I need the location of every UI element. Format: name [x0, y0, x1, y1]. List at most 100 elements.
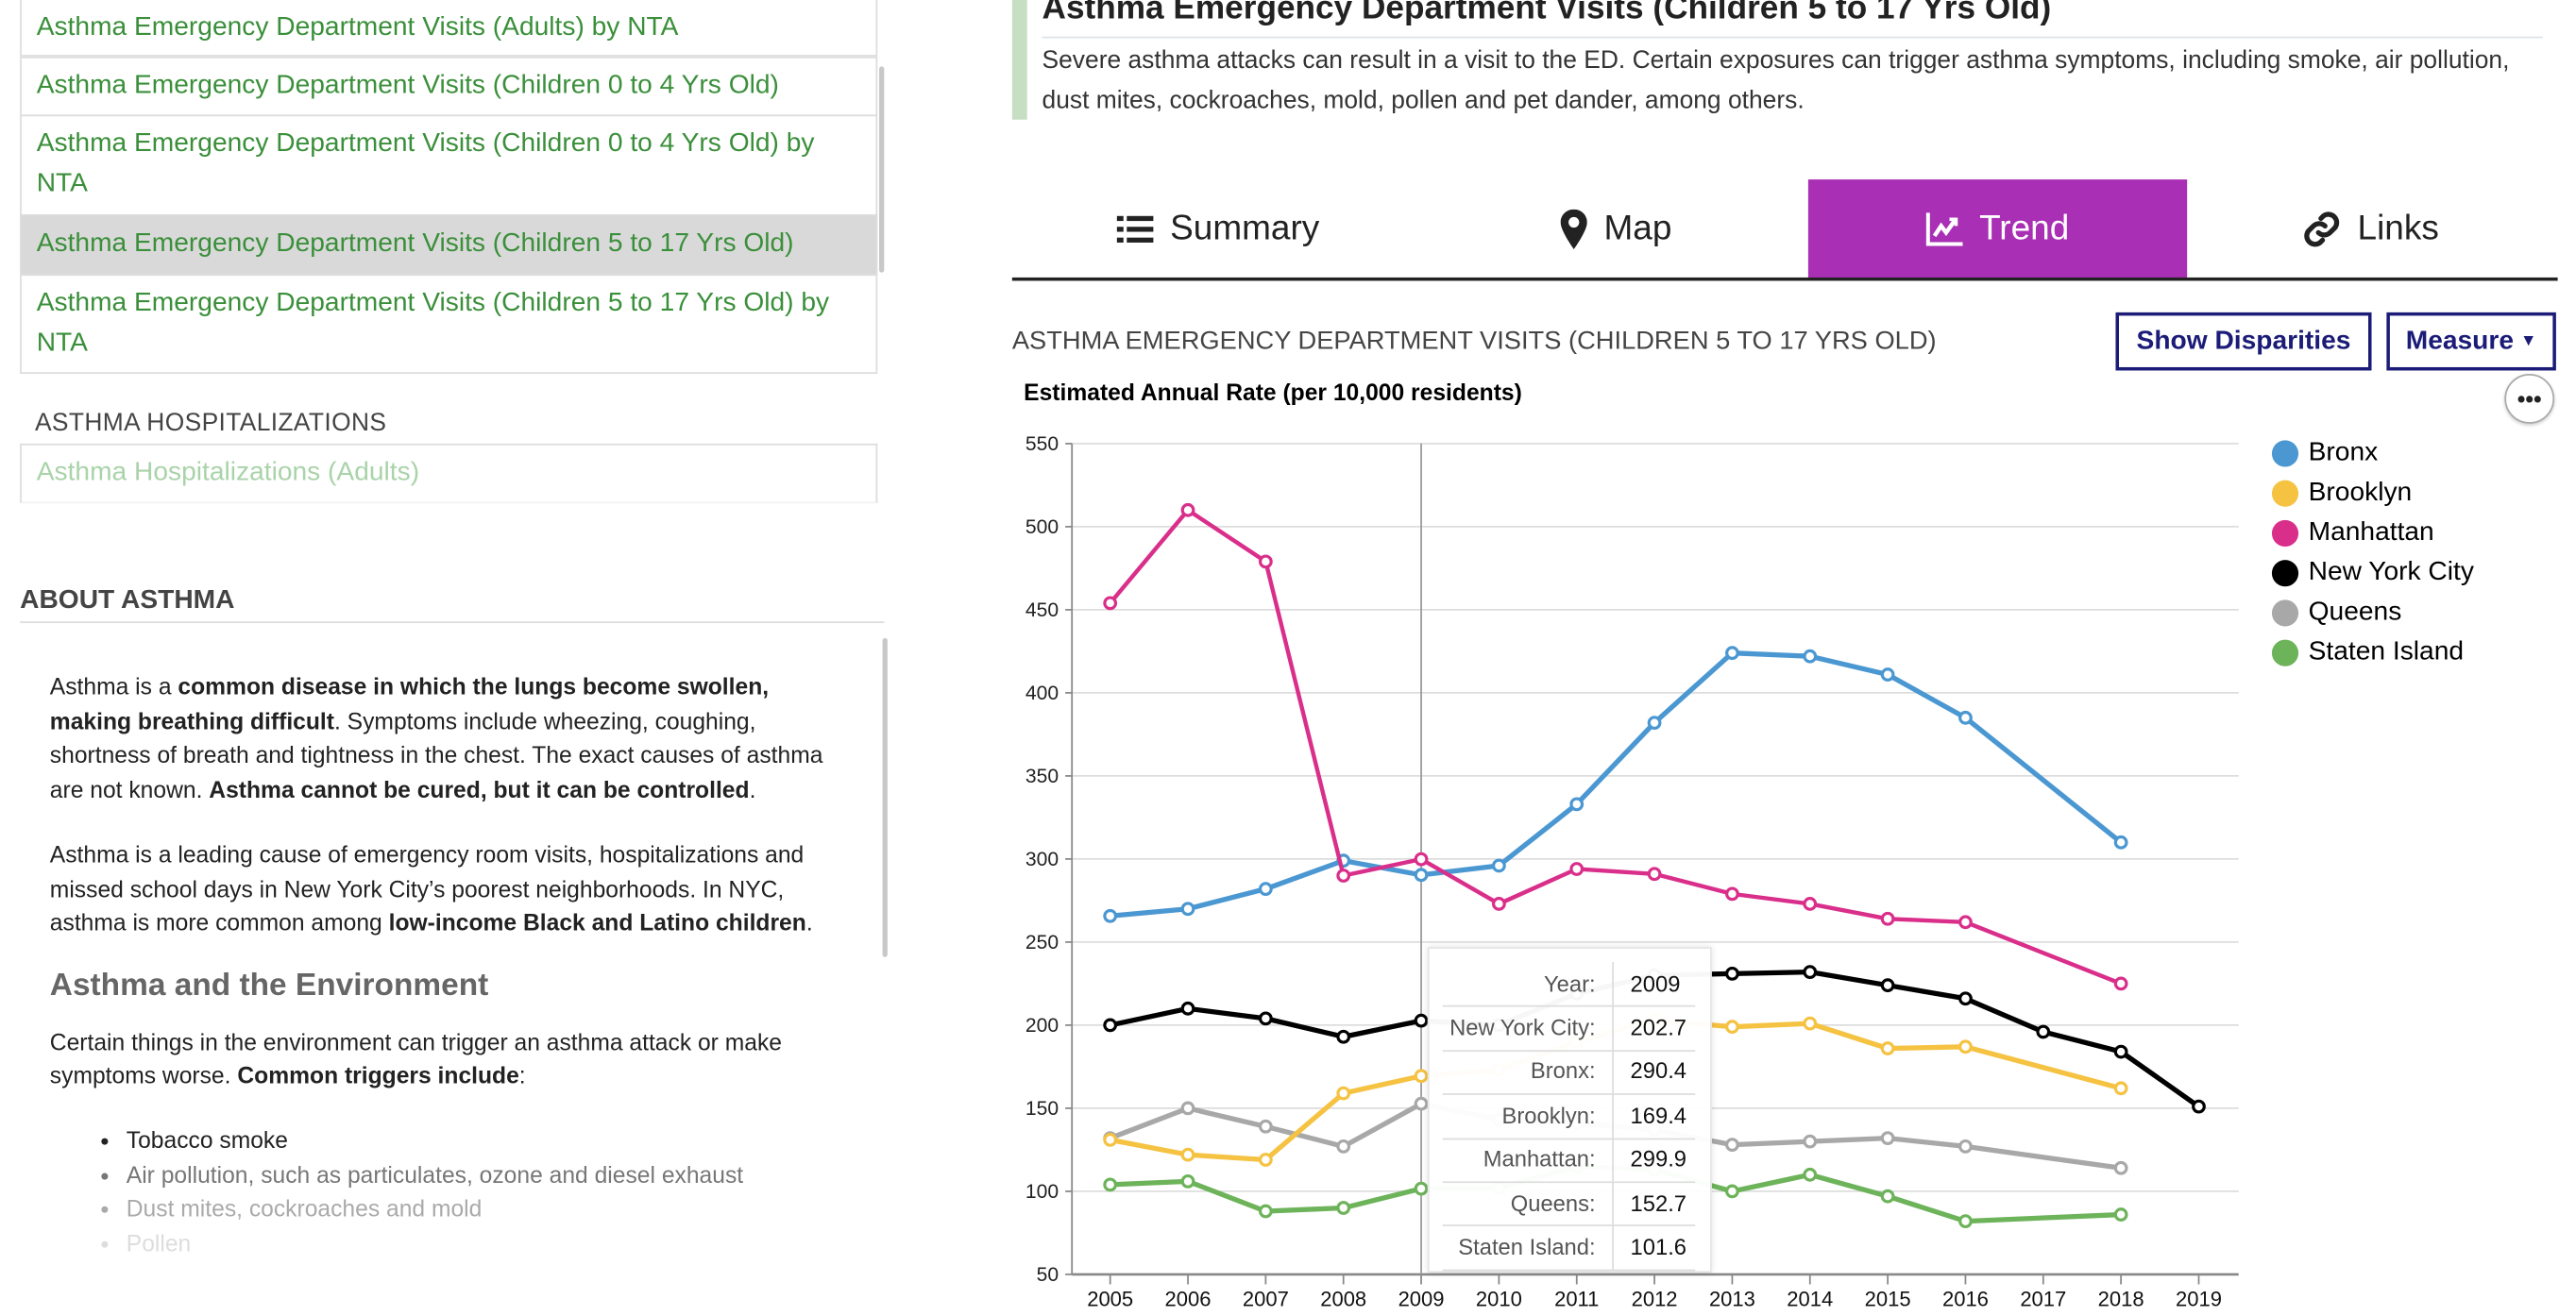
about-subheading: Asthma and the Environment: [49, 968, 489, 1004]
bold-text: common disease in which the lungs become…: [49, 672, 770, 734]
trigger-item: Air pollution, such as particulates, ozo…: [127, 1157, 848, 1191]
data-point: [1103, 1132, 1118, 1147]
y-tick-label: 300: [1025, 849, 1059, 870]
legend-swatch: [2271, 440, 2299, 467]
data-point: [1103, 908, 1118, 923]
sidebar-item-selected[interactable]: Asthma Emergency Department Visits (Chil…: [20, 214, 878, 277]
sidebar-item[interactable]: Asthma Emergency Department Visits (Adul…: [20, 0, 878, 57]
x-tick-label: 2008: [1320, 1287, 1366, 1310]
sidebar-item[interactable]: Asthma Emergency Department Visits (Chil…: [20, 274, 878, 374]
line-chart-icon: [1925, 212, 1963, 246]
caret-down-icon: ▼: [2520, 332, 2537, 351]
tooltip-value: 152.7: [1630, 1190, 1687, 1216]
legend-item[interactable]: New York City: [2271, 558, 2474, 588]
about-scrollbar[interactable]: [882, 637, 888, 957]
divider: [1042, 36, 2543, 39]
data-point: [1336, 869, 1351, 883]
series-line-manhattan: [1108, 508, 2122, 986]
tab-links[interactable]: Links: [2187, 179, 2556, 279]
tab-label: Trend: [1979, 209, 2070, 248]
legend-item[interactable]: Bronx: [2271, 438, 2379, 469]
x-tick-label: 2013: [1709, 1287, 1755, 1310]
data-point: [1336, 1139, 1351, 1154]
data-point: [1336, 1086, 1351, 1101]
y-axis-label: Estimated Annual Rate (per 10,000 reside…: [1024, 379, 1522, 406]
tooltip-row: Manhattan: 299.9: [1442, 1137, 1696, 1184]
data-point: [1803, 965, 1818, 979]
x-tick-label: 2007: [1243, 1287, 1289, 1310]
tooltip-value: 202.7: [1630, 1015, 1687, 1040]
legend-item[interactable]: Manhattan: [2271, 518, 2434, 548]
data-point: [1803, 649, 1818, 664]
about-heading: ABOUT ASTHMA: [20, 586, 235, 616]
sidebar-scrollbar[interactable]: [879, 66, 885, 273]
data-point: [1414, 852, 1429, 867]
tab-map[interactable]: Map: [1424, 179, 1808, 279]
data-point: [1958, 991, 1973, 1006]
triggers-list: Tobacco smoke Air pollution, such as par…: [50, 1123, 848, 1261]
tooltip-label: Year:: [1443, 962, 1614, 1006]
measure-dropdown[interactable]: Measure ▼: [2386, 312, 2556, 371]
indicator-description: Severe asthma attacks can result in a vi…: [1042, 46, 2510, 115]
y-tick-label: 550: [1025, 433, 1059, 455]
tab-summary[interactable]: Summary: [1012, 179, 1424, 279]
tooltip-label: New York City:: [1443, 1005, 1614, 1050]
data-point: [1258, 882, 1273, 896]
page-title: Asthma Emergency Department Visits (Chil…: [1042, 0, 2052, 27]
data-point: [1725, 646, 1739, 661]
legend-label: Manhattan: [2308, 518, 2434, 548]
data-point: [1880, 667, 1895, 682]
show-disparities-button[interactable]: Show Disparities: [2115, 312, 2372, 371]
data-point: [1958, 1039, 1973, 1054]
legend-item[interactable]: Brooklyn: [2271, 479, 2412, 509]
data-point: [1414, 1013, 1429, 1028]
divider: [20, 621, 885, 623]
legend-item[interactable]: Queens: [2271, 599, 2401, 629]
tooltip-value: 2009: [1630, 971, 1681, 997]
x-tick-label: 2014: [1787, 1287, 1833, 1310]
tooltip-row: Year: 2009: [1442, 962, 1696, 1008]
x-tick-label: 2009: [1398, 1287, 1445, 1310]
tab-label: Links: [2357, 209, 2439, 248]
measure-label: Measure: [2405, 326, 2514, 355]
data-point: [1880, 911, 1895, 926]
tab-label: Map: [1603, 209, 1672, 248]
tab-trend[interactable]: Trend: [1807, 179, 2188, 279]
data-point: [2036, 1024, 2051, 1039]
y-tick-label: 100: [1025, 1181, 1059, 1203]
legend-item[interactable]: Staten Island: [2271, 638, 2464, 668]
x-tick-label: 2018: [2098, 1287, 2144, 1310]
about-paragraph: Certain things in the environment can tr…: [50, 1024, 848, 1093]
tooltip-label: Bronx:: [1443, 1049, 1614, 1094]
data-point: [1414, 1181, 1429, 1196]
sidebar-item[interactable]: Asthma Hospitalizations (Adults): [20, 443, 878, 504]
legend-label: Bronx: [2308, 438, 2379, 467]
text-segment: .: [749, 776, 756, 803]
data-point: [1180, 502, 1195, 517]
data-point: [1103, 1177, 1118, 1192]
tooltip-label: Brooklyn:: [1443, 1093, 1614, 1138]
data-point: [1880, 1131, 1895, 1145]
y-tick-label: 200: [1025, 1015, 1059, 1037]
x-tick-label: 2015: [1865, 1287, 1911, 1310]
y-tick-label: 250: [1025, 932, 1059, 953]
sidebar-item[interactable]: Asthma Emergency Department Visits (Chil…: [20, 56, 878, 117]
x-tick-label: 2017: [2020, 1287, 2066, 1310]
about-paragraph: Asthma is a common disease in which the …: [50, 669, 848, 807]
sidebar-item[interactable]: Asthma Emergency Department Visits (Chil…: [20, 114, 878, 216]
chart-title: ASTHMA EMERGENCY DEPARTMENT VISITS (CHIL…: [1011, 327, 1937, 356]
legend-label: New York City: [2308, 558, 2474, 587]
legend-swatch: [2271, 639, 2299, 666]
x-tick-label: 2019: [2176, 1287, 2222, 1310]
tooltip-row: Bronx: 290.4: [1442, 1049, 1696, 1096]
y-tick-label: 50: [1037, 1264, 1059, 1286]
data-point: [1958, 1214, 1973, 1228]
data-point: [1958, 915, 1973, 930]
more-options-button[interactable]: •••: [2504, 374, 2555, 424]
map-marker-icon: [1560, 209, 1587, 249]
x-tick-label: 2012: [1632, 1287, 1678, 1310]
x-tick-label: 2011: [1554, 1287, 1599, 1310]
about-content: Asthma is a common disease in which the …: [50, 669, 848, 1260]
y-tick-label: 500: [1025, 516, 1059, 538]
